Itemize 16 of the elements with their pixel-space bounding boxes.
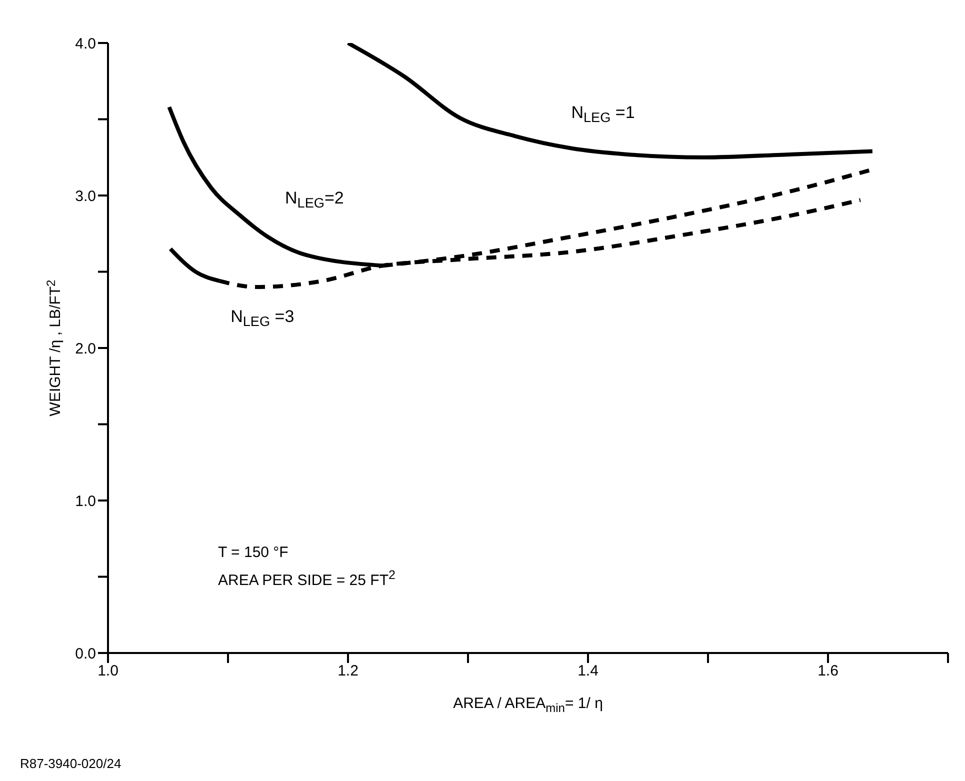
y-tick-label: 1.0 [75,492,96,510]
annotation: T = 150 °F [218,544,288,561]
series-label: N$_{LEG}$ =1 [571,103,635,126]
x-tick-label: 1.6 [818,662,838,680]
x-tick-label: 1.4 [578,662,598,680]
y-tick-label: 2.0 [75,340,96,358]
y-tick-label: 3.0 [75,188,96,205]
text: R87-3940-020/24 [20,756,122,771]
annotation: AREA PER SIDE = 25 FT$^{2}$ [218,568,396,589]
y-tick-label: 0.0 [75,645,96,662]
x-axis-title: AREA / AREA$_{min}$= 1/ η [453,695,603,715]
x-tick-label: 1.2 [338,662,358,680]
series-label: N$_{LEG}$=2 [285,188,344,211]
x-tick-label: 1.0 [98,662,118,680]
y-tick-label: 4.0 [75,35,96,52]
series-label: N$_{LEG}$ =3 [230,306,294,329]
